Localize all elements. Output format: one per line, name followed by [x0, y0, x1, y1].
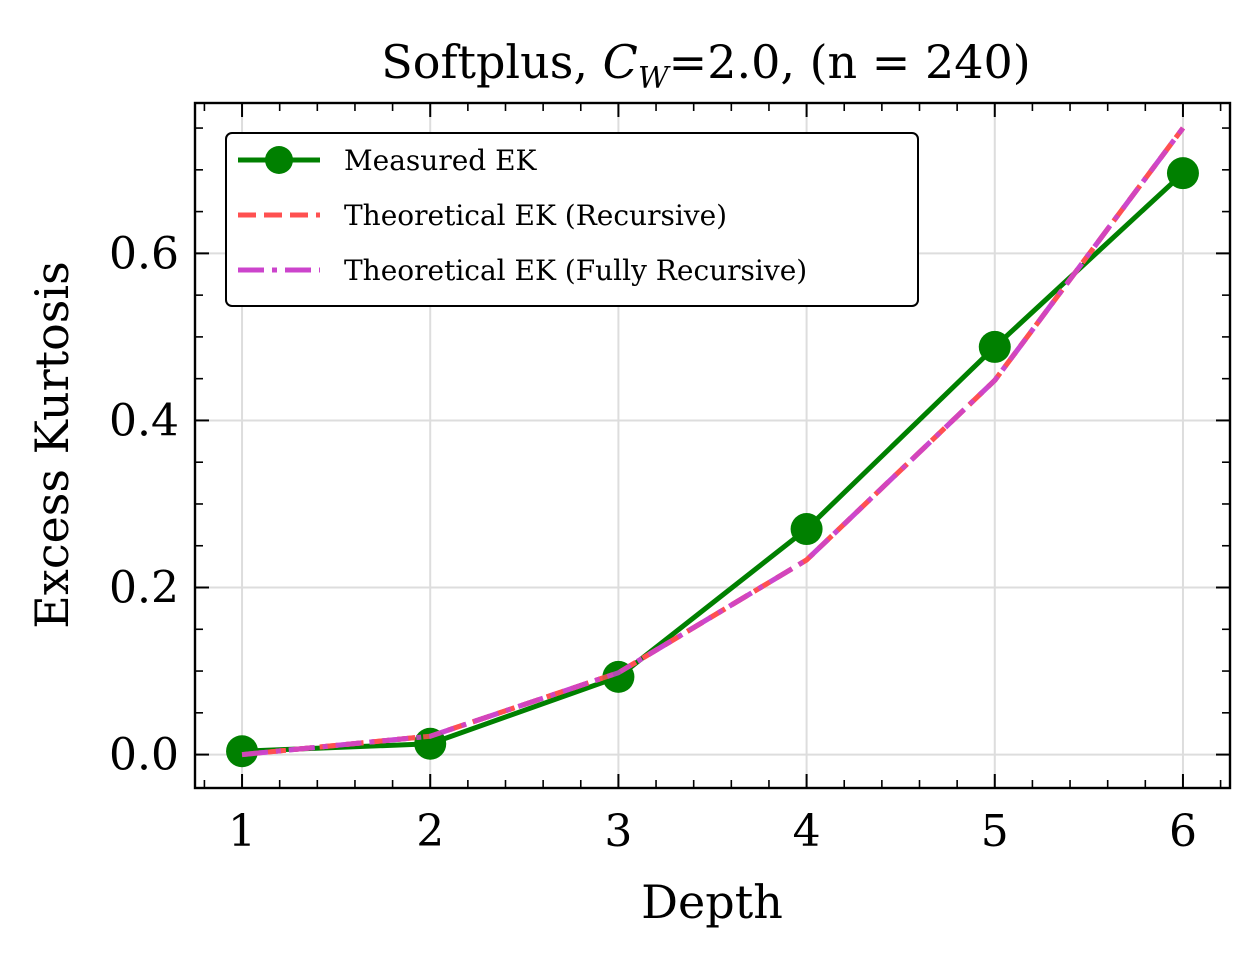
title-prefix: Softplus, [381, 35, 602, 89]
ticks: 1 2 3 4 5 6 0.0 0.2 0.4 0.6 [109, 103, 1230, 857]
data-point-measured [226, 735, 259, 768]
legend-label-measured: Measured EK [344, 144, 538, 177]
x-tick-label: 1 [228, 806, 256, 857]
series-line-measured [241, 171, 1185, 754]
x-tick-label: 5 [981, 806, 1009, 857]
title-suffix: =2.0, (n = 240) [669, 35, 1031, 89]
series-line-fully-recursive-overlay [241, 126, 1185, 758]
legend-marker-measured [265, 146, 293, 174]
legend-box [225, 132, 919, 307]
y-tick-label: 0.0 [109, 730, 179, 781]
x-axis-label: Depth [641, 875, 783, 929]
x-tick-label: 4 [793, 806, 821, 857]
data-point-measured [978, 330, 1011, 363]
data-point-measured [1166, 157, 1199, 190]
legend-label-fully-recursive: Theoretical EK (Fully Recursive) [344, 254, 807, 287]
y-tick-label: 0.6 [109, 228, 179, 279]
x-tick-label: 2 [416, 806, 444, 857]
series-layer [226, 126, 1199, 768]
title-symbol: C [603, 35, 638, 89]
y-tick-label: 0.2 [109, 563, 179, 614]
data-point-measured [790, 513, 823, 546]
legend-label-recursive: Theoretical EK (Recursive) [344, 199, 727, 232]
legend: Measured EK Theoretical EK (Recursive) T… [225, 132, 919, 307]
x-tick-label: 6 [1169, 806, 1197, 857]
plot-frame [193, 101, 1232, 790]
chart-title: Softplus, CW=2.0, (n = 240) [381, 35, 1030, 96]
x-tick-label: 3 [604, 806, 632, 857]
title-subscript: W [638, 61, 671, 96]
y-axis-label: Excess Kurtosis [25, 261, 79, 628]
y-tick-label: 0.4 [109, 395, 179, 446]
